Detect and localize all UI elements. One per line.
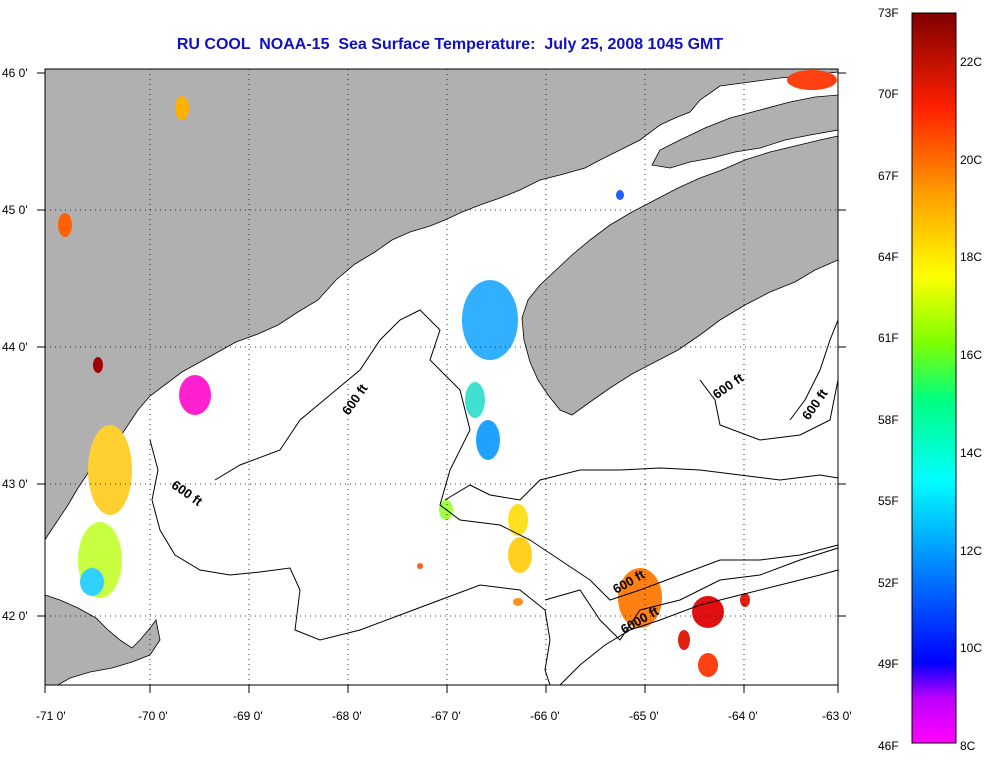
colorbar-f-label: 70F: [878, 87, 899, 101]
sst-patch: [417, 563, 423, 569]
tick-marks: [37, 72, 846, 693]
sst-patch: [508, 504, 528, 536]
contour-600ft-d: [699, 379, 839, 441]
contour-600ft-f: [444, 467, 839, 501]
lon-tick-label: -65 0': [629, 709, 659, 723]
contour-600ft-c: [544, 547, 839, 641]
colorbar-c-label: 12C: [960, 544, 982, 558]
colorbar-f-label: 55F: [878, 494, 899, 508]
colorbar-c-label: 8C: [960, 739, 976, 753]
lon-tick-label: -70 0': [138, 709, 168, 723]
colorbar-f-label: 46F: [878, 739, 899, 753]
colorbar-c-label: 18C: [960, 250, 982, 264]
lon-tick-label: -67 0': [431, 709, 461, 723]
colorbar-f-label: 67F: [878, 169, 899, 183]
lat-tick-label: 45 0': [2, 203, 28, 217]
contour-600ft-a: [149, 439, 551, 686]
lon-tick-label: -63 0': [822, 709, 852, 723]
colorbar-c-label: 20C: [960, 153, 982, 167]
colorbar-f-label: 58F: [878, 413, 899, 427]
colorbar-f-label: 49F: [878, 657, 899, 671]
sst-patch: [698, 653, 718, 677]
grid-lines: [45, 69, 838, 685]
lon-tick-label: -69 0': [233, 709, 263, 723]
contour-600ft-b: [214, 309, 839, 601]
colorbar: [911, 12, 957, 744]
map-frame: [44, 68, 839, 686]
sst-patch: [740, 593, 750, 607]
sst-patch: [513, 598, 523, 606]
sst-patch: [678, 630, 690, 650]
lon-tick-label: -71 0': [36, 709, 66, 723]
colorbar-f-label: 73F: [878, 6, 899, 20]
sst-patch: [80, 568, 104, 596]
bathymetry-contours: [149, 309, 839, 686]
sst-patch: [462, 280, 518, 360]
lon-tick-label: -64 0': [728, 709, 758, 723]
land-group: [44, 68, 839, 686]
contour-600ft-e: [789, 319, 839, 421]
latitude-labels: 46 0' 45 0' 44 0' 43 0' 42 0': [2, 66, 28, 623]
land-nova-scotia: [521, 135, 839, 416]
colorbar-c-label: 16C: [960, 348, 982, 362]
sst-patch: [508, 537, 532, 573]
land-northern-ns: [651, 94, 839, 169]
sst-patch: [787, 70, 837, 90]
land-cape-cod: [44, 594, 161, 686]
colorbar-celsius-labels: 22C 20C 18C 16C 14C 12C 10C 8C: [960, 55, 982, 753]
longitude-labels: -71 0' -70 0' -69 0' -68 0' -67 0' -66 0…: [36, 709, 852, 723]
sst-patch: [88, 425, 132, 515]
sst-patch: [58, 213, 72, 237]
sst-patch: [476, 420, 500, 460]
colorbar-c-label: 22C: [960, 55, 982, 69]
sst-data-group: [58, 70, 837, 677]
colorbar-fahrenheit-labels: 73F 70F 67F 64F 61F 58F 55F 52F 49F 46F: [878, 6, 899, 753]
lon-tick-label: -68 0': [332, 709, 362, 723]
lat-tick-label: 46 0': [2, 66, 28, 80]
colorbar-f-label: 61F: [878, 331, 899, 345]
sst-patch: [465, 382, 485, 418]
colorbar-f-label: 64F: [878, 250, 899, 264]
colorbar-c-label: 10C: [960, 641, 982, 655]
lat-tick-label: 42 0': [2, 609, 28, 623]
chart-title: RU COOL NOAA-15 Sea Surface Temperature:…: [176, 36, 724, 53]
colorbar-f-label: 52F: [878, 576, 899, 590]
sst-patch: [93, 357, 103, 373]
sst-patch: [692, 596, 724, 628]
colorbar-c-label: 14C: [960, 446, 982, 460]
lat-tick-label: 44 0': [2, 340, 28, 354]
sst-patch: [616, 190, 624, 200]
sst-patch: [179, 375, 211, 415]
contour-6000ft: [559, 569, 839, 686]
lat-tick-label: 43 0': [2, 477, 28, 491]
lon-tick-label: -66 0': [530, 709, 560, 723]
sst-patch: [618, 568, 662, 628]
sst-patch: [175, 96, 189, 120]
